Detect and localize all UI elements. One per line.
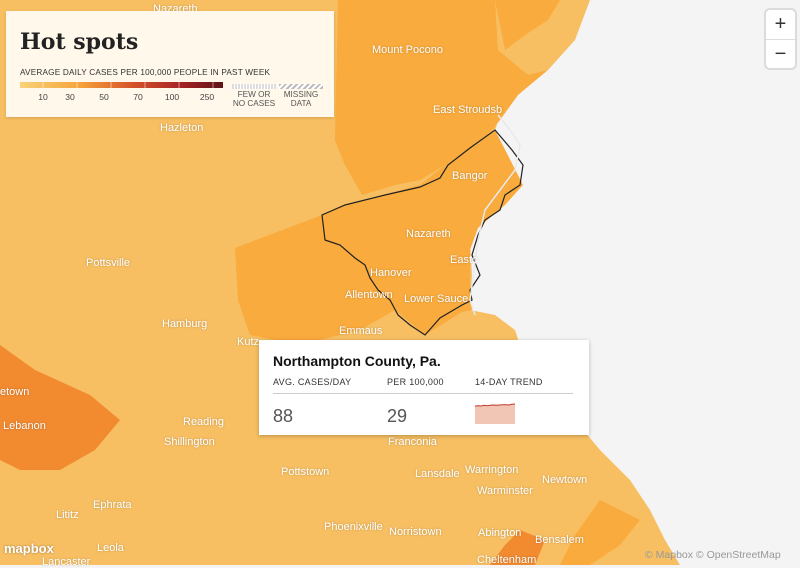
missing-data-swatch	[279, 84, 323, 89]
tooltip-avg-cases-value: 88	[273, 406, 294, 426]
legend-tick: 100	[164, 92, 180, 102]
few-cases-label: FEW OR NO CASES	[228, 90, 280, 108]
place-label: Franconia	[388, 436, 437, 448]
legend-tick: 10	[38, 92, 48, 102]
place-label: Ephrata	[93, 499, 132, 511]
place-label: Warrington	[465, 464, 519, 476]
county-tooltip: Northampton County, Pa. AVG. CASES/DAY P…	[259, 340, 589, 435]
place-label: Pottstown	[281, 466, 330, 478]
few-cases-label-line2: NO CASES	[232, 99, 276, 108]
place-label: Shillington	[164, 436, 215, 448]
county-philadelphia	[490, 530, 545, 565]
place-label: Easto	[450, 254, 479, 266]
tooltip-county-name: Northampton County, Pa.	[273, 353, 441, 369]
color-scale	[20, 82, 223, 88]
tooltip-per-100k-label: PER 100,000	[387, 377, 444, 387]
missing-data-label-line1: MISSING	[283, 90, 319, 99]
place-label: Hanover	[370, 267, 412, 279]
place-label: Bangor	[452, 170, 488, 182]
place-label: Kutz	[237, 336, 260, 348]
legend-tick: 30	[65, 92, 75, 102]
county-carbon-strip	[495, 0, 560, 50]
zoom-out-button[interactable]: −	[766, 39, 795, 69]
place-label: Lititz	[56, 509, 79, 521]
place-label: Hazleton	[160, 122, 204, 134]
tooltip-trend-label: 14-DAY TREND	[475, 377, 543, 387]
county-lehigh	[235, 215, 395, 345]
place-label: Allentown	[345, 289, 393, 301]
place-label: Warminster	[477, 485, 533, 497]
tooltip-avg-cases-label: AVG. CASES/DAY	[273, 377, 352, 387]
legend-tick: 70	[133, 92, 143, 102]
county-monroe	[335, 0, 548, 195]
legend-tick: 250	[199, 92, 215, 102]
place-label: Leola	[97, 542, 124, 554]
place-label: Emmaus	[339, 325, 383, 337]
place-label: Reading	[183, 416, 224, 428]
legend-tick: 50	[99, 92, 109, 102]
legend-subtitle: AVERAGE DAILY CASES PER 100,000 PEOPLE I…	[20, 68, 271, 77]
place-label: Newtown	[542, 474, 588, 486]
legend-panel: Hot spots AVERAGE DAILY CASES PER 100,00…	[6, 11, 334, 117]
trend-line	[475, 403, 515, 407]
river	[469, 114, 521, 316]
trend-area	[475, 404, 515, 424]
missing-data-label-line2: DATA	[290, 99, 312, 108]
place-label: Pottsville	[86, 257, 131, 269]
county-northampton	[322, 130, 523, 335]
zoom-in-button[interactable]: +	[774, 13, 787, 35]
tooltip-trend-sparkline	[475, 403, 515, 424]
place-label: Lebanon	[3, 420, 46, 432]
place-label: Hamburg	[162, 318, 208, 330]
missing-data-label: MISSING DATA	[278, 90, 324, 108]
few-cases-swatch	[232, 84, 276, 89]
place-label: Bensalem	[535, 534, 584, 546]
selected-county-outline	[321, 129, 524, 336]
tooltip-per-100k-value: 29	[387, 406, 408, 426]
few-cases-label-line1: FEW OR	[237, 90, 271, 99]
place-label: Mount Pocono	[372, 44, 443, 56]
place-label: Lancaster	[42, 556, 91, 568]
place-label: etown	[0, 386, 30, 398]
tooltip-divider	[273, 393, 573, 394]
place-label: Cheltenham	[477, 554, 537, 566]
county-lebanon	[0, 345, 120, 470]
map-attribution[interactable]: © Mapbox © OpenStreetMap	[645, 549, 781, 561]
place-label: Nazareth	[406, 228, 451, 240]
place-label: Abington	[478, 527, 522, 539]
mapbox-logo[interactable]: mapbox	[4, 541, 54, 556]
place-label: Phoenixville	[324, 521, 383, 533]
place-label: East Stroudsb	[433, 104, 503, 116]
place-label: Lansdale	[415, 468, 460, 480]
zoom-control: + −	[766, 10, 795, 68]
place-label: Norristown	[389, 526, 442, 538]
place-label: Lower Sauce	[404, 293, 469, 305]
county-bucks-east	[560, 500, 640, 565]
legend-title: Hot spots	[20, 29, 139, 55]
